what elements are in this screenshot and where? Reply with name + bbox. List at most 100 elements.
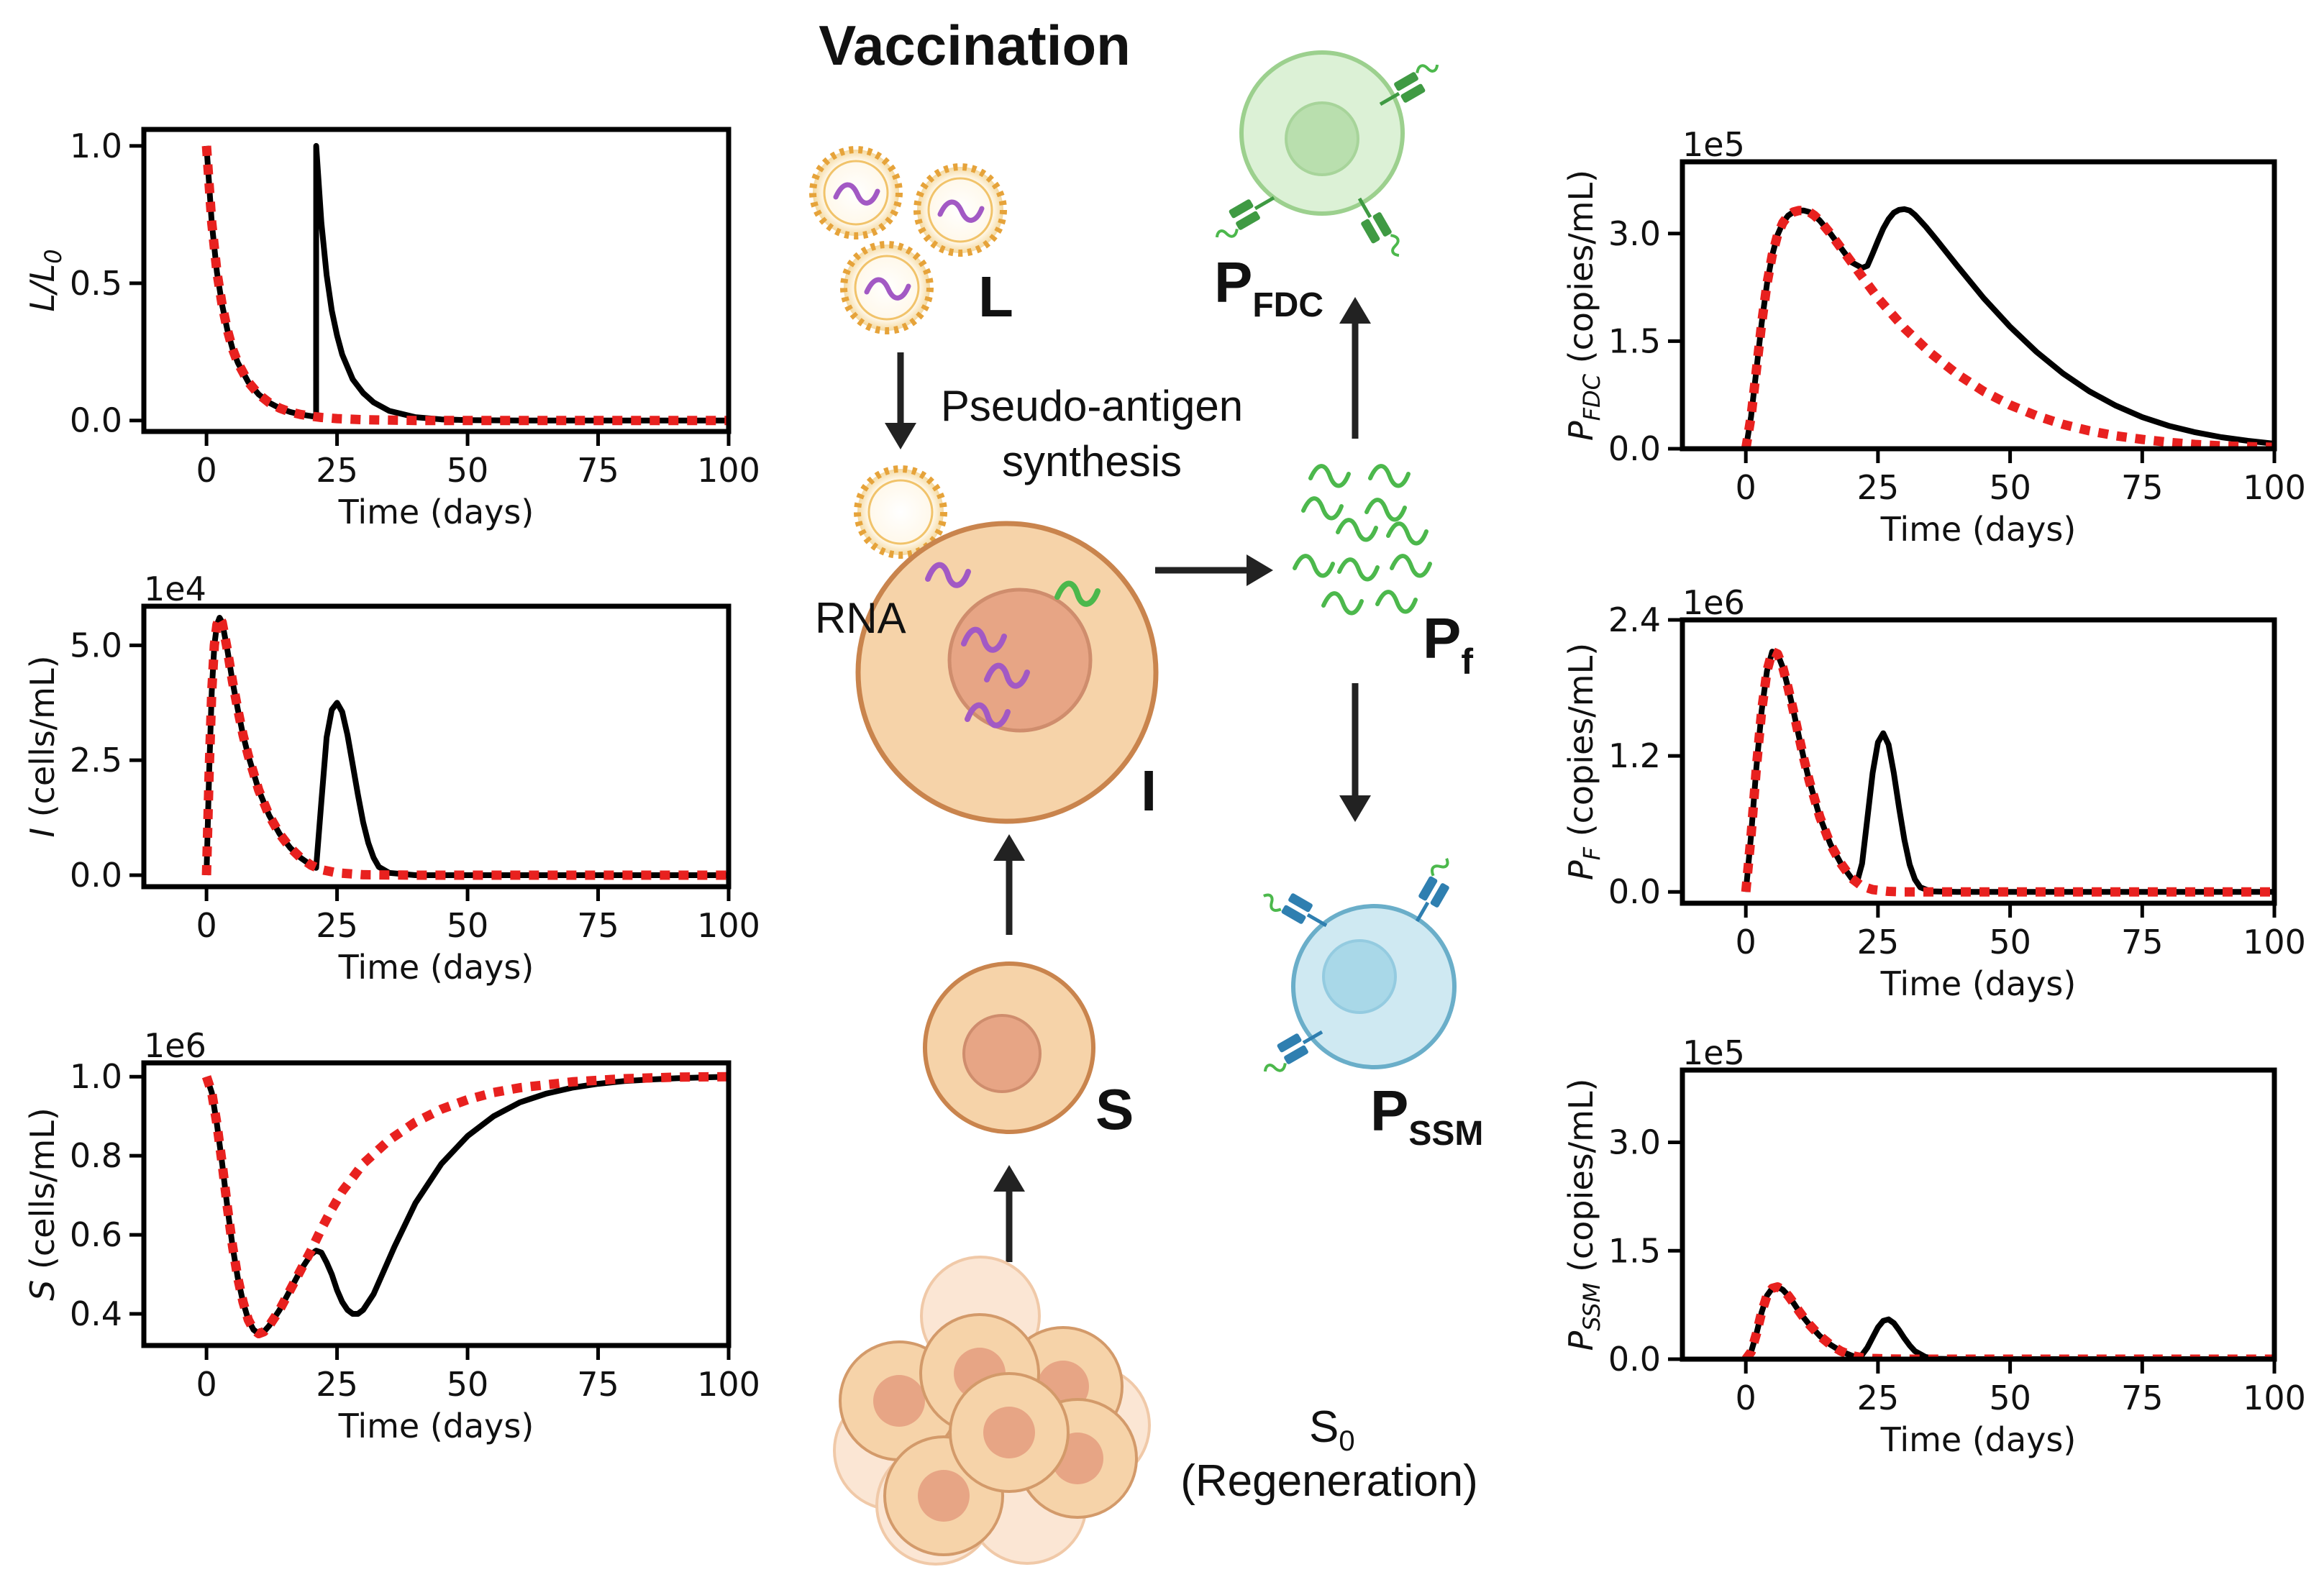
x-tick-label: 0	[1736, 923, 1756, 961]
x-tick-label: 100	[697, 1365, 760, 1404]
y-tick-label: 3.0	[1608, 1123, 1661, 1162]
plot-frame	[141, 127, 732, 434]
label-pssm: PSSM	[1370, 1079, 1483, 1153]
series-two-doses-line	[1743, 1284, 2274, 1359]
x-tick-label: 50	[1989, 1379, 2031, 1417]
y-axis-label: S (cells/mL)	[23, 1107, 62, 1301]
y-tick-label: 0.6	[70, 1215, 122, 1254]
antibody-receptor-icon	[1215, 196, 1275, 238]
x-tick-label: 25	[1857, 923, 1900, 961]
y-axis-label: PF (copies/mL)	[1562, 643, 1605, 880]
series-single-dose-line	[1741, 646, 2274, 897]
y-tick-label: 0.0	[1608, 429, 1661, 468]
y-tick-label: 1.5	[1608, 321, 1661, 360]
x-tick-label: 25	[316, 906, 358, 945]
chart-L-over-L0: 0 25 50 75 100 0.0 0.5 1.0 Time (days) L/L0	[23, 127, 760, 531]
ssm-cell-icon	[1263, 858, 1457, 1072]
series-two-doses-line	[204, 1074, 729, 1337]
axis-multiplier: 1e5	[1682, 1033, 1745, 1072]
x-tick-label: 75	[577, 451, 619, 490]
x-tick-label: 50	[1989, 468, 2031, 507]
x-axis-label: Time (days)	[1880, 1420, 2077, 1459]
plot-frame	[141, 1060, 732, 1348]
series-two-doses-line	[1743, 206, 2274, 449]
label-I: I	[1141, 759, 1157, 823]
y-axis-label: PSSM (copies/mL)	[1562, 1079, 1605, 1351]
chart-p-free: 0 25 50 75 100 0.0 1.2 2.4 Time (days) PF (copies…	[1562, 583, 2306, 1003]
y-tick-label: 0.5	[70, 264, 122, 303]
axis-multiplier: 1e4	[144, 570, 206, 608]
series-single-dose-line	[201, 613, 729, 880]
y-tick-label: 3.0	[1608, 214, 1661, 253]
y-tick-label: 1.2	[1608, 736, 1661, 775]
label-s0: S0	[1309, 1402, 1355, 1457]
arrow-up-icon	[993, 834, 1025, 935]
chart-p-fdc: 0 25 50 75 100 0.0 1.5 3.0 Time (days) PFDC (copi…	[1562, 125, 2306, 549]
label-regeneration: (Regeneration)	[1180, 1456, 1478, 1506]
label-pseudo-antigen: Pseudo-antigen	[941, 382, 1243, 430]
x-axis-label: Time (days)	[1880, 964, 2077, 1003]
lnp-particle-icon	[840, 241, 934, 334]
x-axis-label: Time (days)	[338, 948, 534, 987]
x-tick-label: 50	[447, 451, 489, 490]
axis-multiplier: 1e6	[1682, 583, 1745, 622]
plot-frame	[1680, 617, 2277, 906]
antibody-receptor-icon	[1263, 893, 1328, 928]
x-tick-label: 0	[196, 451, 217, 490]
y-tick-label: 2.5	[70, 741, 122, 780]
x-tick-label: 0	[1736, 1379, 1756, 1417]
x-tick-label: 100	[2243, 1379, 2306, 1417]
y-tick-label: 5.0	[70, 626, 122, 664]
plot-frame	[1680, 159, 2277, 452]
label-L: L	[978, 265, 1013, 329]
figure-title: Vaccination	[819, 14, 1131, 77]
y-tick-label: 0.0	[1608, 1340, 1661, 1379]
diagram: L Pseudo-antigen synthesis RNA I	[809, 50, 1483, 1566]
antibody-receptor-icon	[1379, 64, 1439, 106]
series-single-dose-line	[1741, 206, 2274, 449]
series-single-dose-line	[1741, 1282, 2274, 1359]
x-tick-label: 50	[1989, 923, 2031, 961]
lnp-particle-icon	[809, 146, 903, 239]
x-tick-label: 0	[196, 1365, 217, 1404]
y-tick-label: 0.0	[70, 401, 122, 440]
label-s0-sub: 0	[1339, 1425, 1354, 1457]
y-tick-label: 0.8	[70, 1136, 122, 1175]
chart-susceptible-cells: 0 25 50 75 100 0.4 0.6 0.8 1.0 Time (days) S (cell…	[23, 1026, 760, 1445]
x-axis-label: Time (days)	[338, 493, 534, 531]
y-tick-label: 1.0	[70, 127, 122, 165]
x-tick-label: 75	[2121, 1379, 2164, 1417]
regeneration-cell-cluster-icon	[833, 1256, 1151, 1566]
x-tick-label: 100	[697, 451, 760, 490]
series-single-dose-line	[201, 145, 729, 426]
series-single-dose-line	[201, 1072, 729, 1338]
series-two-doses-line	[204, 142, 729, 424]
arrow-right-icon	[1155, 554, 1273, 586]
x-tick-label: 100	[697, 906, 760, 945]
x-tick-label: 75	[577, 906, 619, 945]
arrow-down-icon	[1339, 683, 1371, 822]
susceptible-cell-icon	[923, 961, 1095, 1134]
y-axis-label: I (cells/mL)	[23, 655, 62, 837]
x-tick-label: 25	[1857, 468, 1900, 507]
arrow-down-icon	[885, 352, 916, 449]
y-tick-label: 1.5	[1608, 1231, 1661, 1270]
x-tick-label: 25	[316, 1365, 358, 1404]
x-tick-label: 50	[447, 1365, 489, 1404]
series-two-doses-line	[1743, 649, 2274, 895]
free-antigen-icon	[1293, 464, 1432, 616]
arrow-up-icon	[993, 1165, 1025, 1262]
y-tick-label: 0.4	[70, 1294, 122, 1333]
antibody-receptor-icon	[1357, 197, 1400, 257]
chart-p-ssm: 0 25 50 75 100 0.0 1.5 3.0 Time (days) PSSM (copi…	[1562, 1033, 2306, 1459]
antibody-receptor-icon	[1263, 1030, 1323, 1072]
antibody-receptor-icon	[1415, 858, 1449, 923]
plot-frame	[1680, 1067, 2277, 1362]
arrow-up-icon	[1339, 297, 1371, 439]
y-tick-label: 0.0	[1608, 872, 1661, 911]
y-axis-label: PFDC (copies/mL)	[1562, 170, 1605, 441]
label-rna: RNA	[815, 594, 906, 642]
x-tick-label: 75	[2121, 468, 2164, 507]
x-tick-label: 75	[2121, 923, 2164, 961]
